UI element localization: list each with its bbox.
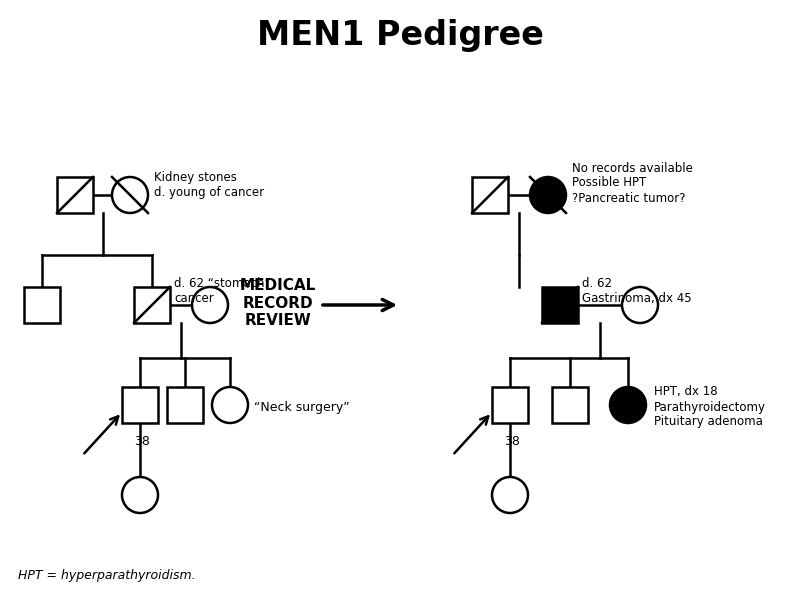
Text: MEN1 Pedigree: MEN1 Pedigree bbox=[257, 19, 543, 52]
Ellipse shape bbox=[492, 477, 528, 513]
Ellipse shape bbox=[622, 287, 658, 323]
Bar bbox=[167, 387, 203, 423]
Ellipse shape bbox=[122, 477, 158, 513]
Text: d. 62
Gastrinoma, dx 45: d. 62 Gastrinoma, dx 45 bbox=[582, 277, 692, 305]
Ellipse shape bbox=[610, 387, 646, 423]
Text: d. 62 “stomach”
cancer: d. 62 “stomach” cancer bbox=[174, 277, 270, 305]
Bar bbox=[492, 387, 528, 423]
Text: HPT = hyperparathyroidism.: HPT = hyperparathyroidism. bbox=[18, 569, 196, 581]
Bar bbox=[122, 387, 158, 423]
Ellipse shape bbox=[192, 287, 228, 323]
Ellipse shape bbox=[212, 387, 248, 423]
Bar bbox=[552, 387, 588, 423]
Text: Kidney stones
d. young of cancer: Kidney stones d. young of cancer bbox=[154, 171, 264, 199]
Text: 38: 38 bbox=[504, 435, 520, 448]
Bar bbox=[542, 287, 578, 323]
Ellipse shape bbox=[530, 177, 566, 213]
Text: 38: 38 bbox=[134, 435, 150, 448]
Text: HPT, dx 18
Parathyroidectomy
Pituitary adenoma: HPT, dx 18 Parathyroidectomy Pituitary a… bbox=[654, 385, 766, 428]
Ellipse shape bbox=[112, 177, 148, 213]
Bar bbox=[472, 177, 508, 213]
Text: “Neck surgery”: “Neck surgery” bbox=[254, 401, 350, 413]
Text: No records available
Possible HPT
?Pancreatic tumor?: No records available Possible HPT ?Pancr… bbox=[572, 161, 693, 205]
Text: MEDICAL
RECORD
REVIEW: MEDICAL RECORD REVIEW bbox=[240, 278, 316, 328]
Bar bbox=[57, 177, 93, 213]
Bar bbox=[134, 287, 170, 323]
Bar bbox=[24, 287, 60, 323]
